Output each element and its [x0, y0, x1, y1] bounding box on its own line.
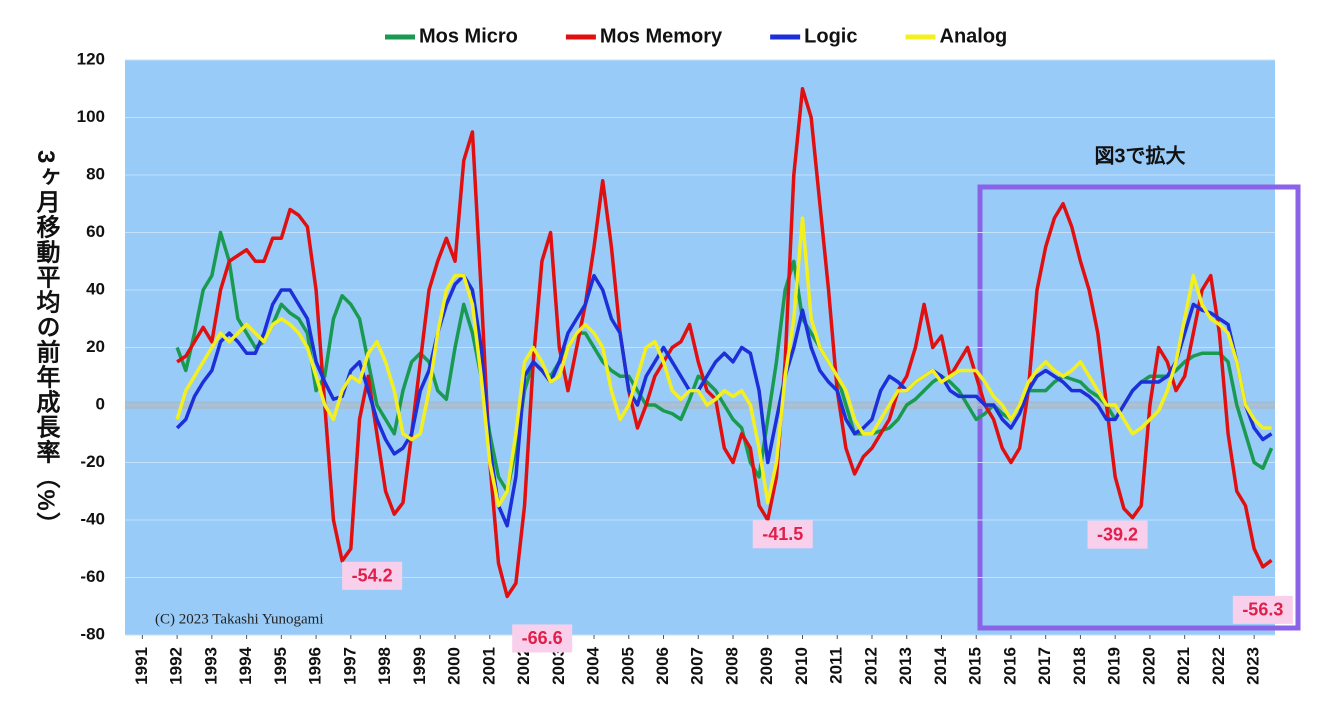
x-tick-label: 2004 [584, 646, 603, 684]
series-line [175, 216, 1272, 508]
y-tick-label: 100 [77, 107, 105, 126]
value-label-box [512, 624, 573, 653]
x-tick-label: 1995 [271, 647, 290, 685]
x-tick-label: 2016 [1000, 647, 1019, 685]
x-tick-label: 2003 [549, 647, 568, 685]
x-tick-label: 1993 [201, 647, 220, 685]
legend-label: Logic [804, 25, 857, 47]
x-tick-label: 2005 [618, 647, 637, 685]
value-label-box [1087, 520, 1148, 549]
x-tick-label: 2021 [1174, 647, 1193, 685]
x-tick-label: 2010 [792, 647, 811, 685]
y-tick-label: -40 [80, 509, 105, 528]
x-tick-label: 2001 [479, 647, 498, 685]
x-tick-label: 2006 [653, 647, 672, 685]
x-tick-label: 2023 [1244, 647, 1263, 685]
y-tick-label: 20 [86, 337, 105, 356]
legend-label: Mos Micro [419, 25, 518, 47]
legend-label: Mos Memory [600, 25, 723, 47]
x-tick-label: 2008 [722, 647, 741, 685]
annotation: 図3で拡大 [1094, 143, 1185, 167]
x-tick-label: 2017 [1035, 647, 1054, 685]
x-tick-label: 2019 [1105, 647, 1124, 685]
y-tick-label: 60 [86, 222, 105, 241]
x-tick-label: 2020 [1139, 647, 1158, 685]
y-tick-label: 80 [86, 164, 105, 183]
value-label-box [342, 561, 403, 590]
value-label: -54.2 [352, 566, 393, 586]
x-tick-label: 2014 [931, 646, 950, 684]
x-tick-label: 2013 [896, 647, 915, 685]
value-label: -66.6 [522, 628, 563, 648]
y-tick-label: -60 [80, 567, 105, 586]
x-tick-label: 2007 [688, 647, 707, 685]
x-tick-label: 2000 [445, 647, 464, 685]
y-tick-label: 40 [86, 279, 105, 298]
x-tick-label: 1991 [132, 647, 151, 685]
y-tick-label: 120 [77, 49, 105, 68]
x-tick-label: 2009 [757, 647, 776, 685]
series-line [175, 230, 1274, 493]
credit: (C) 2023 Takashi Yunogami [155, 611, 324, 627]
series-line [175, 273, 1273, 528]
y-tick-label: -80 [80, 624, 105, 643]
value-label: -41.5 [762, 524, 803, 544]
x-tick-label: 2022 [1209, 647, 1228, 685]
y-axis-label: 3ヶ月移動平均の前年成長率（%） [32, 150, 59, 537]
legend-label: Analog [940, 25, 1008, 47]
x-tick-label: 2018 [1070, 647, 1089, 685]
x-tick-label: 1992 [167, 647, 186, 685]
x-tick-label: 1999 [410, 647, 429, 685]
series-line [176, 87, 1273, 599]
x-tick-label: 1996 [306, 647, 325, 685]
zero-band [125, 401, 1275, 409]
value-label-box [752, 520, 813, 549]
y-tick-label: 0 [96, 394, 105, 413]
x-tick-label: 2012 [861, 647, 880, 685]
x-tick-label: 2011 [827, 647, 846, 684]
x-tick-label: 1997 [340, 647, 359, 685]
x-tick-label: 1998 [375, 647, 394, 685]
x-tick-label: 1994 [236, 646, 255, 684]
value-label: -39.2 [1097, 524, 1138, 544]
value-label: -56.3 [1242, 600, 1283, 620]
y-tick-label: -20 [80, 452, 105, 471]
x-tick-label: 2015 [966, 647, 985, 685]
value-label-box [1232, 595, 1293, 624]
x-tick-label: 2002 [514, 647, 533, 685]
